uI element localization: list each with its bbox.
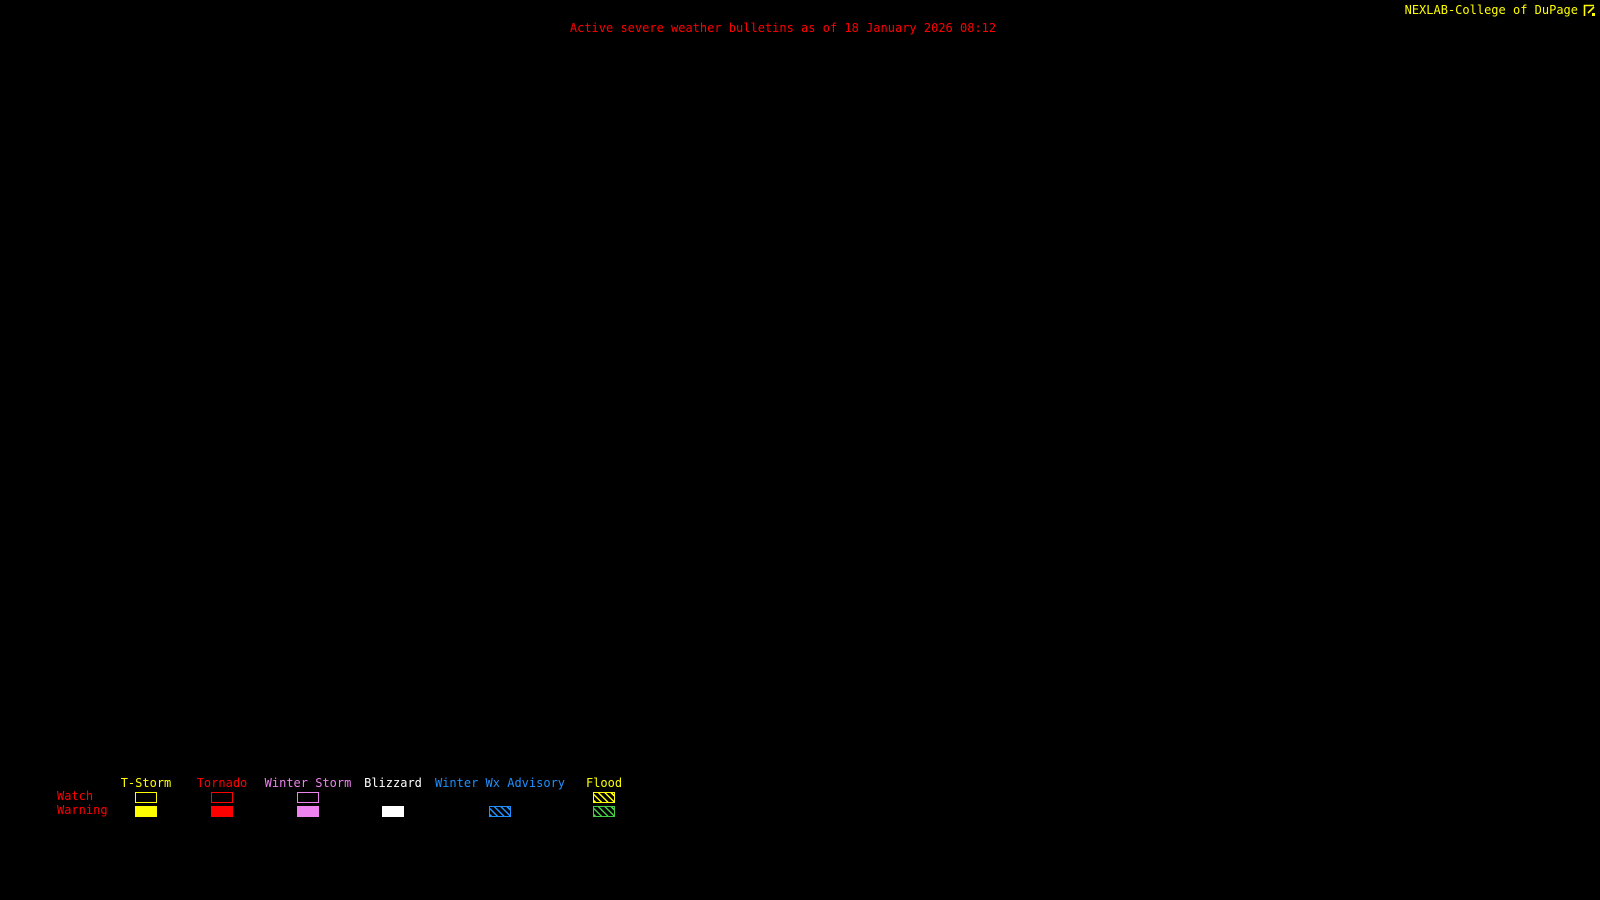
winter-wx-advisory-warning-swatch bbox=[489, 805, 511, 817]
legend-column-winter-wx-advisory: Winter Wx Advisory bbox=[428, 777, 572, 818]
attribution-text: NEXLAB-College of DuPage bbox=[1404, 3, 1578, 17]
legend-header-flood: Flood bbox=[585, 776, 623, 790]
legend-column-blizzard: Blizzard bbox=[351, 777, 435, 818]
legend-header-tstorm: T-Storm bbox=[120, 776, 172, 790]
tstorm-warning-swatch bbox=[135, 805, 157, 817]
legend-row-label-watch: Watch bbox=[57, 789, 94, 803]
tstorm-watch-swatch bbox=[135, 791, 157, 803]
legend-header-tornado: Tornado bbox=[196, 776, 248, 790]
legend-column-flood: Flood bbox=[562, 777, 646, 818]
winter-storm-warning-swatch bbox=[297, 805, 319, 817]
flood-warning-swatch bbox=[593, 805, 615, 817]
blizzard-warning-swatch bbox=[382, 805, 404, 817]
legend-row-label-warning: Warning bbox=[57, 803, 108, 817]
nexlab-logo-icon bbox=[1583, 4, 1596, 17]
legend-header-winter-wx-advisory: Winter Wx Advisory bbox=[434, 776, 566, 790]
legend-header-winter-storm: Winter Storm bbox=[264, 776, 352, 790]
legend: Watch Warning T-Storm Tornado Winter Sto… bbox=[0, 777, 700, 819]
tornado-warning-swatch bbox=[211, 805, 233, 817]
winter-storm-watch-swatch bbox=[297, 791, 319, 803]
flood-watch-swatch bbox=[593, 791, 615, 803]
attribution: NEXLAB-College of DuPage bbox=[1405, 4, 1596, 17]
legend-column-tstorm: T-Storm bbox=[104, 777, 188, 818]
legend-header-blizzard: Blizzard bbox=[364, 776, 422, 790]
tornado-watch-swatch bbox=[211, 791, 233, 803]
legend-column-tornado: Tornado bbox=[180, 777, 264, 818]
bulletin-title: Active severe weather bulletins as of 18… bbox=[569, 21, 997, 35]
legend-column-winter-storm: Winter Storm bbox=[256, 777, 360, 818]
